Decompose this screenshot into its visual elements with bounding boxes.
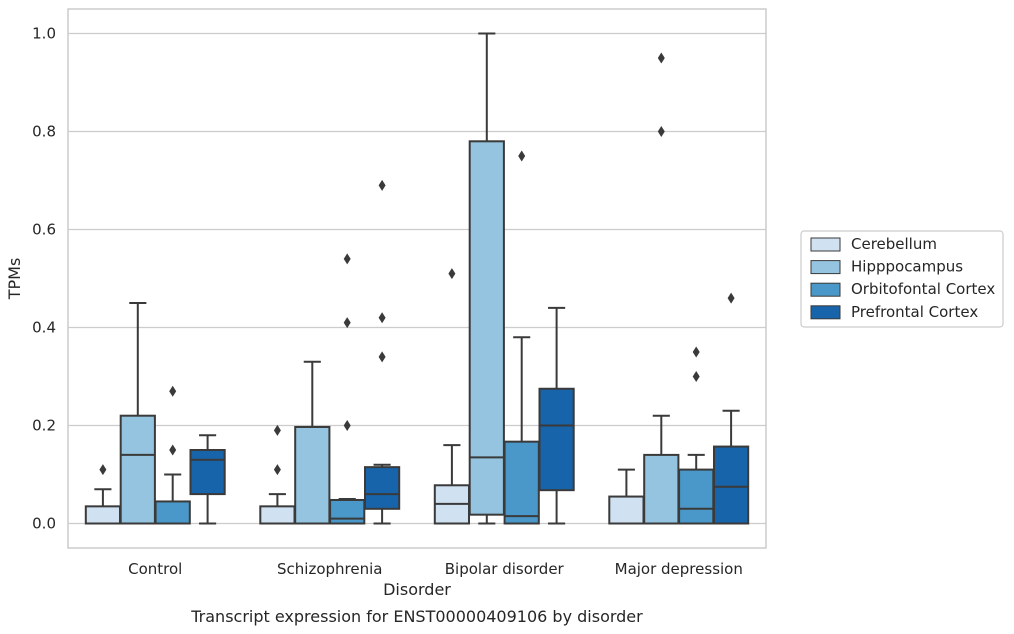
outlier-marker [378,179,386,191]
box [294,425,331,525]
outlier-marker [343,317,351,329]
outlier-marker [99,464,107,476]
legend-swatch [810,305,841,320]
y-tick-label: 0.2 [32,417,56,435]
y-tick-label: 0.8 [32,123,56,141]
x-tick-label: Schizophrenia [277,560,382,578]
y-tick-labels: 0.0 0.2 0.4 0.6 0.8 1.0 [32,25,56,533]
y-tick-label: 0.6 [32,221,56,239]
outlier-marker [378,312,386,324]
legend-swatch [810,282,841,297]
outlier-marker [343,253,351,265]
box [608,495,645,525]
outlier-marker [169,385,177,397]
legend-label: Hipppocampus [851,258,963,276]
box [189,449,226,496]
legend-swatch [810,237,841,252]
legend-label: Orbitofontal Cortex [851,280,995,298]
legend: Cerebellum Hipppocampus Orbitofontal Corte… [800,230,1004,328]
outlier-marker [273,424,281,436]
outlier-marker [273,464,281,476]
box [503,440,540,525]
outlier-marker [692,371,700,382]
y-tick-label: 1.0 [32,25,56,43]
x-tick-label: Bipolar disorder [445,560,565,578]
outlier-marker [378,351,386,363]
box [329,498,366,525]
outlier-marker [692,346,700,358]
box [154,500,191,525]
legend-swatch [810,260,841,275]
x-tick-label: Control [128,560,182,578]
outlier-marker [518,150,526,162]
outlier-marker [448,268,456,280]
outlier-marker [657,126,665,137]
outlier-marker [169,444,177,456]
box [259,505,296,525]
box [119,414,156,525]
legend-frame [800,230,1004,328]
x-tick-labels: Control Schizophrenia Bipolar disorder Majo… [128,560,743,578]
x-tick-label: Major depression [615,560,743,578]
y-axis-label: TPMs [5,258,24,301]
x-axis-label: Disorder [383,580,451,599]
box [468,140,505,516]
y-tick-label: 0.0 [32,515,56,533]
box [643,453,680,525]
box [538,387,575,492]
legend-label: Cerebellum [851,235,937,253]
box [712,445,750,525]
box [363,466,401,510]
plot-frame [67,8,767,549]
y-tick-label: 0.4 [32,319,56,337]
box [84,505,122,525]
legend-label: Prefrontal Cortex [851,303,978,321]
outlier-marker [343,420,351,431]
box-groups [84,32,750,525]
outlier-marker [657,52,665,64]
outlier-marker [727,292,735,304]
box [678,468,715,525]
figure-caption: Transcript expression for ENST0000040910… [190,607,643,626]
